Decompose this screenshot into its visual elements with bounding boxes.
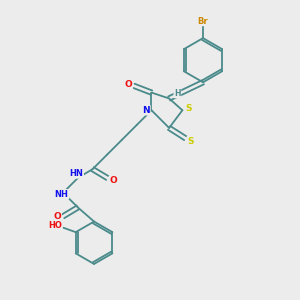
Text: Br: Br xyxy=(198,16,208,26)
Text: O: O xyxy=(124,80,132,88)
Text: O: O xyxy=(109,176,117,185)
Text: N: N xyxy=(142,106,150,115)
Text: S: S xyxy=(188,137,194,146)
Text: H: H xyxy=(174,89,181,98)
Text: O: O xyxy=(53,212,61,221)
Text: HO: HO xyxy=(48,221,62,230)
Text: S: S xyxy=(186,104,192,113)
Text: NH: NH xyxy=(55,190,69,199)
Text: HN: HN xyxy=(70,169,83,178)
